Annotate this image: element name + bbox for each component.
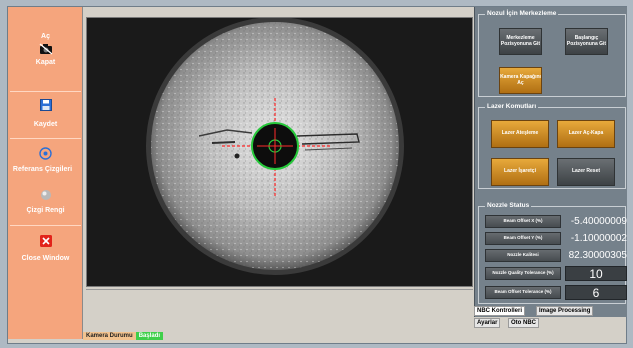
group-nozzle-status-title: Nozzle Status [485, 202, 532, 209]
offset-x-label: Beam Offset X (%) [485, 215, 561, 228]
laser-toggle-button[interactable]: Lazer Aç-Kapa [557, 120, 615, 148]
camera-status-label: Kamera Durumu [83, 332, 136, 340]
sidebar-item-save-label: Kaydet [33, 121, 58, 128]
nozzle-quality-value: 82.30000305 [568, 250, 627, 261]
laser-pointer-button[interactable]: Lazer İşaretçi [491, 158, 549, 186]
camera-status-badge: Başladı [135, 332, 164, 340]
status-row-offset-x: Beam Offset X (%) -5.40000009 [485, 215, 627, 230]
offset-y-label: Beam Offset Y (%) [485, 232, 561, 245]
app-window: Aç Kapat Kaydet Referans Çizg [7, 6, 627, 344]
open-camera-cover-button[interactable]: Kamera Kapağını Aç [499, 67, 542, 94]
sidebar-item-camera-toggle[interactable]: Aç Kapat [8, 33, 83, 66]
go-centering-position-button[interactable]: Merkezleme Pozisyonuna Git [499, 28, 542, 55]
status-row-nozzle-quality: Nozzle Kalitesi 82.30000305 [485, 249, 627, 264]
nozzle-quality-label: Nozzle Kalitesi [485, 249, 561, 262]
tab-nbc-controls[interactable]: NBC Kontrolleri [474, 306, 525, 316]
close-window-label: Close Window [21, 255, 70, 262]
sidebar-item-line-color-label: Çizgi Rengi [26, 207, 65, 214]
tab-image-processing[interactable]: Image Processing [536, 306, 594, 316]
group-laser-title: Lazer Komutları [485, 103, 539, 110]
sidebar: Aç Kapat Kaydet Referans Çizg [8, 7, 83, 339]
sidebar-item-save[interactable]: Kaydet [8, 99, 83, 128]
sidebar-item-reference-lines[interactable]: Referans Çizgileri [8, 147, 83, 173]
status-row-quality-tolerance: Nozzle Quality Tolerance (%) 10 [485, 266, 627, 282]
status-row-offset-y: Beam Offset Y (%) -1.10000002 [485, 232, 627, 247]
offset-y-value: -1.10000002 [570, 233, 627, 244]
status-bar: Kamera Durumu Başladı [83, 332, 164, 343]
status-row-offset-tolerance: Beam Offset Tolerance (%) 6 [485, 285, 627, 301]
offset-tolerance-label: Beam Offset Tolerance (%) [485, 286, 561, 299]
group-laser: Lazer Komutları Lazer Ateşleme Lazer Aç-… [478, 103, 626, 189]
offset-tolerance-input[interactable]: 6 [565, 285, 627, 300]
quality-tolerance-input[interactable]: 10 [565, 266, 627, 281]
sidebar-item-camera-open-label: Aç [41, 33, 50, 40]
go-home-position-button[interactable]: Başlangıç Pozisyonuna Git [565, 28, 608, 55]
camera-view[interactable] [86, 17, 473, 287]
lower-area [86, 289, 473, 337]
tab-oto-nbc[interactable]: Oto NBC [508, 318, 539, 328]
group-centering-title: Nozul İçin Merkezleme [485, 10, 559, 17]
tab-settings[interactable]: Ayarlar [474, 318, 501, 328]
group-centering: Nozul İçin Merkezleme Merkezleme Pozisyo… [478, 10, 626, 97]
camera-image [87, 18, 472, 286]
save-icon [39, 99, 52, 111]
color-ball-icon [40, 190, 51, 200]
group-nozzle-status: Nozzle Status Beam Offset X (%) -5.40000… [478, 202, 627, 304]
laser-fire-button[interactable]: Lazer Ateşleme [491, 120, 549, 148]
close-window-button[interactable]: Close Window [8, 235, 83, 262]
control-panel: Nozul İçin Merkezleme Merkezleme Pozisyo… [474, 7, 627, 317]
target-icon [39, 147, 52, 160]
laser-reset-button[interactable]: Lazer Reset [557, 158, 615, 186]
sidebar-item-line-color[interactable]: Çizgi Rengi [8, 189, 83, 214]
quality-tolerance-label: Nozzle Quality Tolerance (%) [485, 267, 561, 280]
camera-off-icon [39, 43, 52, 55]
sidebar-item-camera-close-label: Kapat [35, 59, 56, 66]
close-icon [39, 235, 52, 247]
offset-x-value: -5.40000009 [570, 216, 627, 227]
sidebar-item-reference-lines-label: Referans Çizgileri [12, 166, 73, 173]
